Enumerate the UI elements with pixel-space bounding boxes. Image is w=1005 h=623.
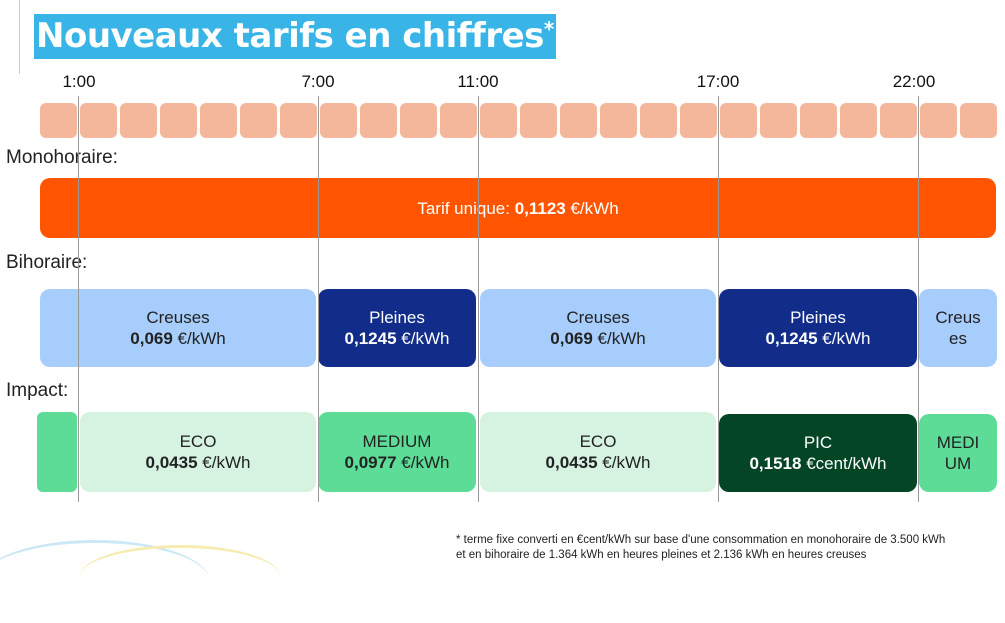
hour-block [720,103,757,138]
period-unit: €/kWh [172,329,226,348]
hour-block [440,103,477,138]
title-text: Nouveaux tarifs en chiffres [36,16,544,56]
title-asterisk: * [543,17,554,41]
time-marker-line [478,96,479,502]
hour-block [520,103,557,138]
time-marker-line [78,96,79,502]
hour-block [760,103,797,138]
mono-prefix: Tarif unique: [417,198,515,218]
impact-eco: ECO 0,0435 €/kWh [80,412,316,492]
hour-block [120,103,157,138]
footnote-line: et en bihoraire de 1.364 kWh en heures p… [456,549,867,561]
hour-block [960,103,997,138]
period-name: ECO [179,432,217,451]
bihoraire-creuses: Creus es [919,289,997,367]
hour-label: 22:00 [892,72,936,91]
divider [19,0,20,74]
label-monohoraire: Monohoraire: [6,147,118,168]
period-value: 0,1245 [344,329,397,348]
period-name: Pleines [369,308,425,327]
label-impact: Impact: [6,380,69,401]
period-name: ECO [579,432,617,451]
bihoraire-pleines: Pleines 0,1245 €/kWh [318,289,476,367]
mono-value: 0,1123 [514,198,566,218]
hour-block [400,103,437,138]
impact-medium: MEDIUM 0,0977 €/kWh [318,412,476,492]
hour-block [880,103,917,138]
hour-block [920,103,957,138]
period-unit: €/kWh [396,329,450,348]
hour-block [40,103,77,138]
impact-medium-small [37,412,77,492]
hour-block [280,103,317,138]
period-name: PIC [803,433,833,452]
hour-label: 17:00 [696,72,740,91]
period-unit: €/kWh [817,329,871,348]
mono-tariff-bar: Tarif unique: 0,1123 €/kWh [40,178,996,238]
bihoraire-pleines: Pleines 0,1245 €/kWh [719,289,917,367]
period-value: 0,1518 [749,454,802,473]
bihoraire-creuses: Creuses 0,069 €/kWh [40,289,316,367]
hour-block [840,103,877,138]
period-value: 0,069 [550,329,593,348]
footnote: * terme fixe converti en €cent/kWh sur b… [456,533,945,563]
mono-unit: €/kWh [565,198,619,218]
hour-block [80,103,117,138]
hour-block [680,103,717,138]
period-name: Pleines [790,308,846,327]
hour-block [320,103,357,138]
period-name: MEDI UM [936,433,980,473]
period-unit: €cent/kWh [801,454,887,473]
hour-label: 11:00 [457,72,499,91]
period-value: 0,0435 [545,453,598,472]
impact-medium: MEDI UM [919,414,997,492]
period-unit: €/kWh [597,453,651,472]
period-name: Creus es [935,308,981,348]
page-title: Nouveaux tarifs en chiffres* [34,14,556,59]
period-unit: €/kWh [592,329,646,348]
impact-pic: PIC 0,1518 €cent/kWh [719,414,917,492]
period-name: Creuses [146,308,210,327]
hour-block [240,103,277,138]
time-marker-line [318,96,319,502]
period-value: 0,069 [130,329,173,348]
hour-block [480,103,517,138]
hour-block [560,103,597,138]
label-bihoraire: Bihoraire: [6,252,88,273]
period-value: 0,1245 [765,329,818,348]
period-unit: €/kWh [396,453,450,472]
period-unit: €/kWh [197,453,251,472]
hour-block [800,103,837,138]
period-name: Creuses [566,308,630,327]
decorative-swoosh [80,545,280,608]
period-name: MEDIUM [362,432,432,451]
period-value: 0,0435 [145,453,198,472]
hour-label: 1:00 [62,72,96,91]
hour-block [600,103,637,138]
hour-block [360,103,397,138]
impact-eco: ECO 0,0435 €/kWh [480,412,716,492]
hour-label: 7:00 [301,72,335,91]
decorative-swoosh [0,540,210,623]
hour-block [160,103,197,138]
footnote-line: * terme fixe converti en €cent/kWh sur b… [456,534,946,546]
time-marker-line [918,96,919,502]
hour-block [640,103,677,138]
bihoraire-creuses: Creuses 0,069 €/kWh [480,289,716,367]
hour-block [200,103,237,138]
period-value: 0,0977 [344,453,397,472]
time-marker-line [718,96,719,502]
